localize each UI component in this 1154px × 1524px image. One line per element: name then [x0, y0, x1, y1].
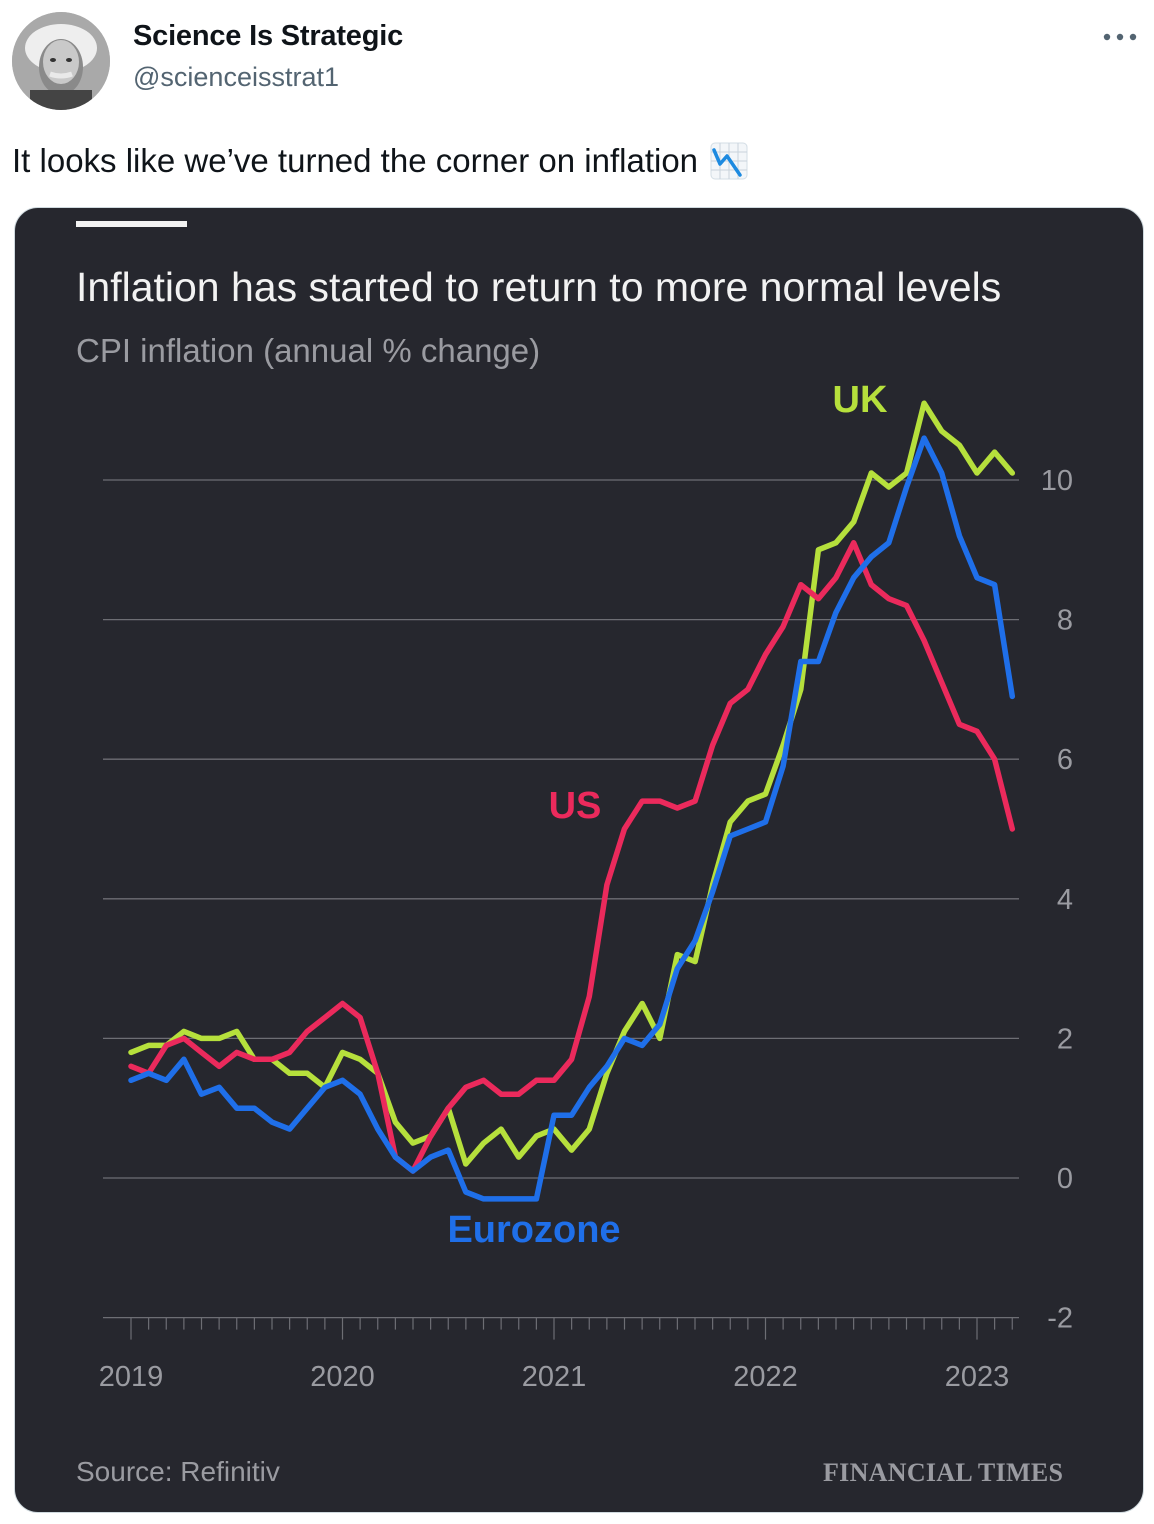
series-label-uk: UK: [833, 379, 888, 421]
x-tick-label: 2021: [522, 1361, 587, 1393]
series-line-eurozone: [128, 435, 1016, 1202]
y-tick-label: 4: [1057, 884, 1073, 916]
y-tick-label: 6: [1057, 744, 1073, 776]
y-tick-label: 10: [1041, 465, 1073, 497]
series-label-eurozone: Eurozone: [447, 1209, 620, 1251]
series-line-uk: [128, 400, 1016, 1167]
chart-subtitle: CPI inflation (annual % change): [76, 332, 541, 369]
tweet-text: It looks like we’ve turned the corner on…: [12, 142, 748, 180]
chart-source: Source: Refinitiv: [76, 1456, 280, 1487]
y-tick-label: -2: [1047, 1303, 1073, 1335]
tweet-text-content: It looks like we’ve turned the corner on…: [12, 142, 699, 179]
user-handle[interactable]: @scienceisstrat1: [133, 62, 339, 92]
x-tick-label: 2022: [733, 1361, 798, 1393]
chart-title: Inflation has started to return to more …: [76, 264, 1002, 310]
y-tick-label: 2: [1057, 1023, 1073, 1055]
chart-decreasing-icon: [710, 142, 748, 180]
more-icon[interactable]: [1098, 22, 1142, 52]
y-tick-label: 8: [1057, 605, 1073, 637]
media-image[interactable]: Inflation has started to return to more …: [14, 207, 1144, 1513]
chart-plot-area: -2 0 2 4 6 8 10 2019 2020 2021 2022 2023 UK US Eurozon…: [99, 379, 1073, 1393]
x-tick-label: 2019: [99, 1361, 164, 1393]
avatar-photo-icon: [12, 12, 110, 110]
x-tick-label: 2023: [945, 1361, 1010, 1393]
display-name[interactable]: Science Is Strategic: [133, 20, 404, 52]
series-line-us: [128, 540, 1016, 1174]
x-tick-label: 2020: [310, 1361, 375, 1393]
y-tick-label: 0: [1057, 1163, 1073, 1195]
series-label-us: US: [549, 785, 602, 827]
avatar[interactable]: [12, 12, 110, 110]
ft-accent-bar: [76, 221, 187, 227]
publisher-logo: FINANCIAL TIMES: [823, 1458, 1064, 1487]
